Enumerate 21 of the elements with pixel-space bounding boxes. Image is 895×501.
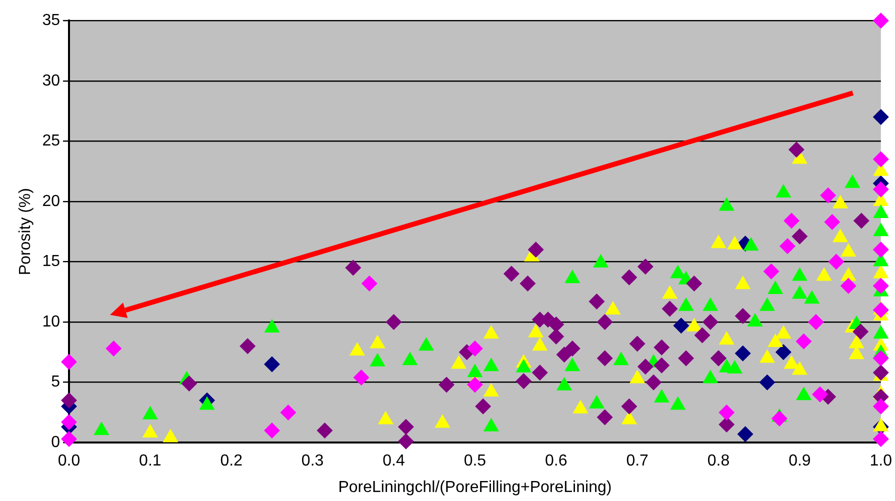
x-tick-label: 0.2	[220, 452, 243, 470]
x-tick-label: 0.5	[464, 452, 486, 470]
y-tick-label: 20	[42, 192, 60, 210]
x-tick-label: 0.6	[545, 452, 568, 470]
y-axis-title: Porosity (%)	[17, 188, 34, 276]
x-tick-label: 0.1	[139, 452, 162, 470]
y-tick-label: 10	[42, 313, 60, 330]
x-tick-label: 0.0	[58, 452, 80, 470]
x-tick-label: 0.7	[626, 452, 649, 470]
y-tick-label: 30	[42, 72, 60, 90]
y-tick-label: 35	[42, 12, 60, 30]
y-tick-label: 25	[42, 132, 60, 150]
x-tick-label: 1.0	[870, 452, 892, 470]
x-tick-label: 0.3	[301, 452, 324, 470]
y-tick-label: 5	[51, 374, 60, 391]
x-axis-title: PoreLiningchl/(PoreFilling+PoreLining)	[338, 478, 612, 496]
x-tick-label: 0.4	[382, 452, 405, 470]
y-tick-label: 0	[51, 434, 60, 452]
y-tick-label: 15	[42, 253, 60, 270]
x-tick-label: 0.8	[707, 452, 730, 470]
x-tick-label: 0.9	[788, 452, 811, 470]
